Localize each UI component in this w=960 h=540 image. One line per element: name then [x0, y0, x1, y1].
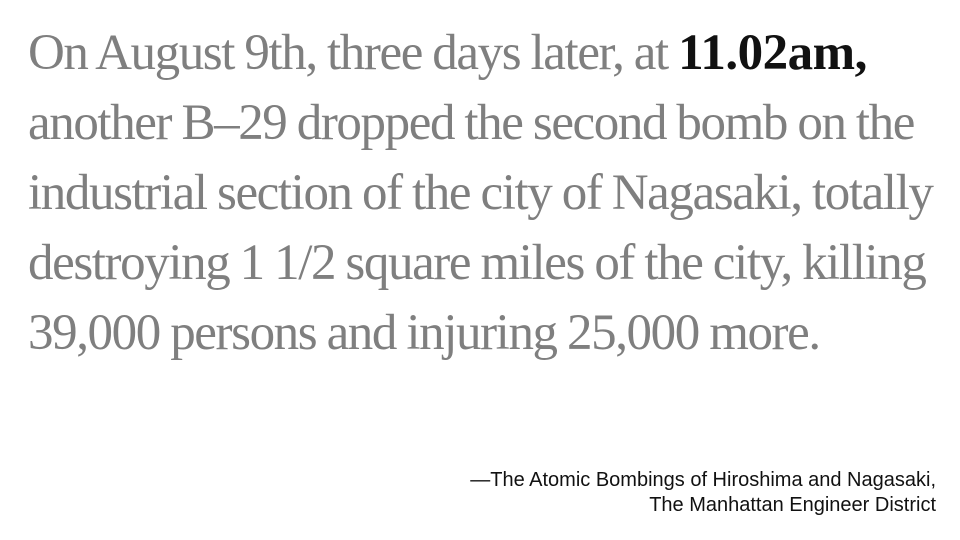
quote-text: On August 9th, three days later, at 11.0… — [28, 18, 948, 368]
attribution: —The Atomic Bombings of Hiroshima and Na… — [470, 468, 936, 518]
quote-time-emphasis: 11.02am, — [678, 25, 867, 81]
attribution-author: The Manhattan Engineer District — [649, 494, 936, 516]
attribution-source-title: —The Atomic Bombings of Hiroshima and Na… — [470, 469, 936, 491]
quote-text-after: another B–29 dropped the second bomb on … — [28, 95, 934, 361]
quote-text-before: On August 9th, three days later, at — [28, 25, 679, 81]
